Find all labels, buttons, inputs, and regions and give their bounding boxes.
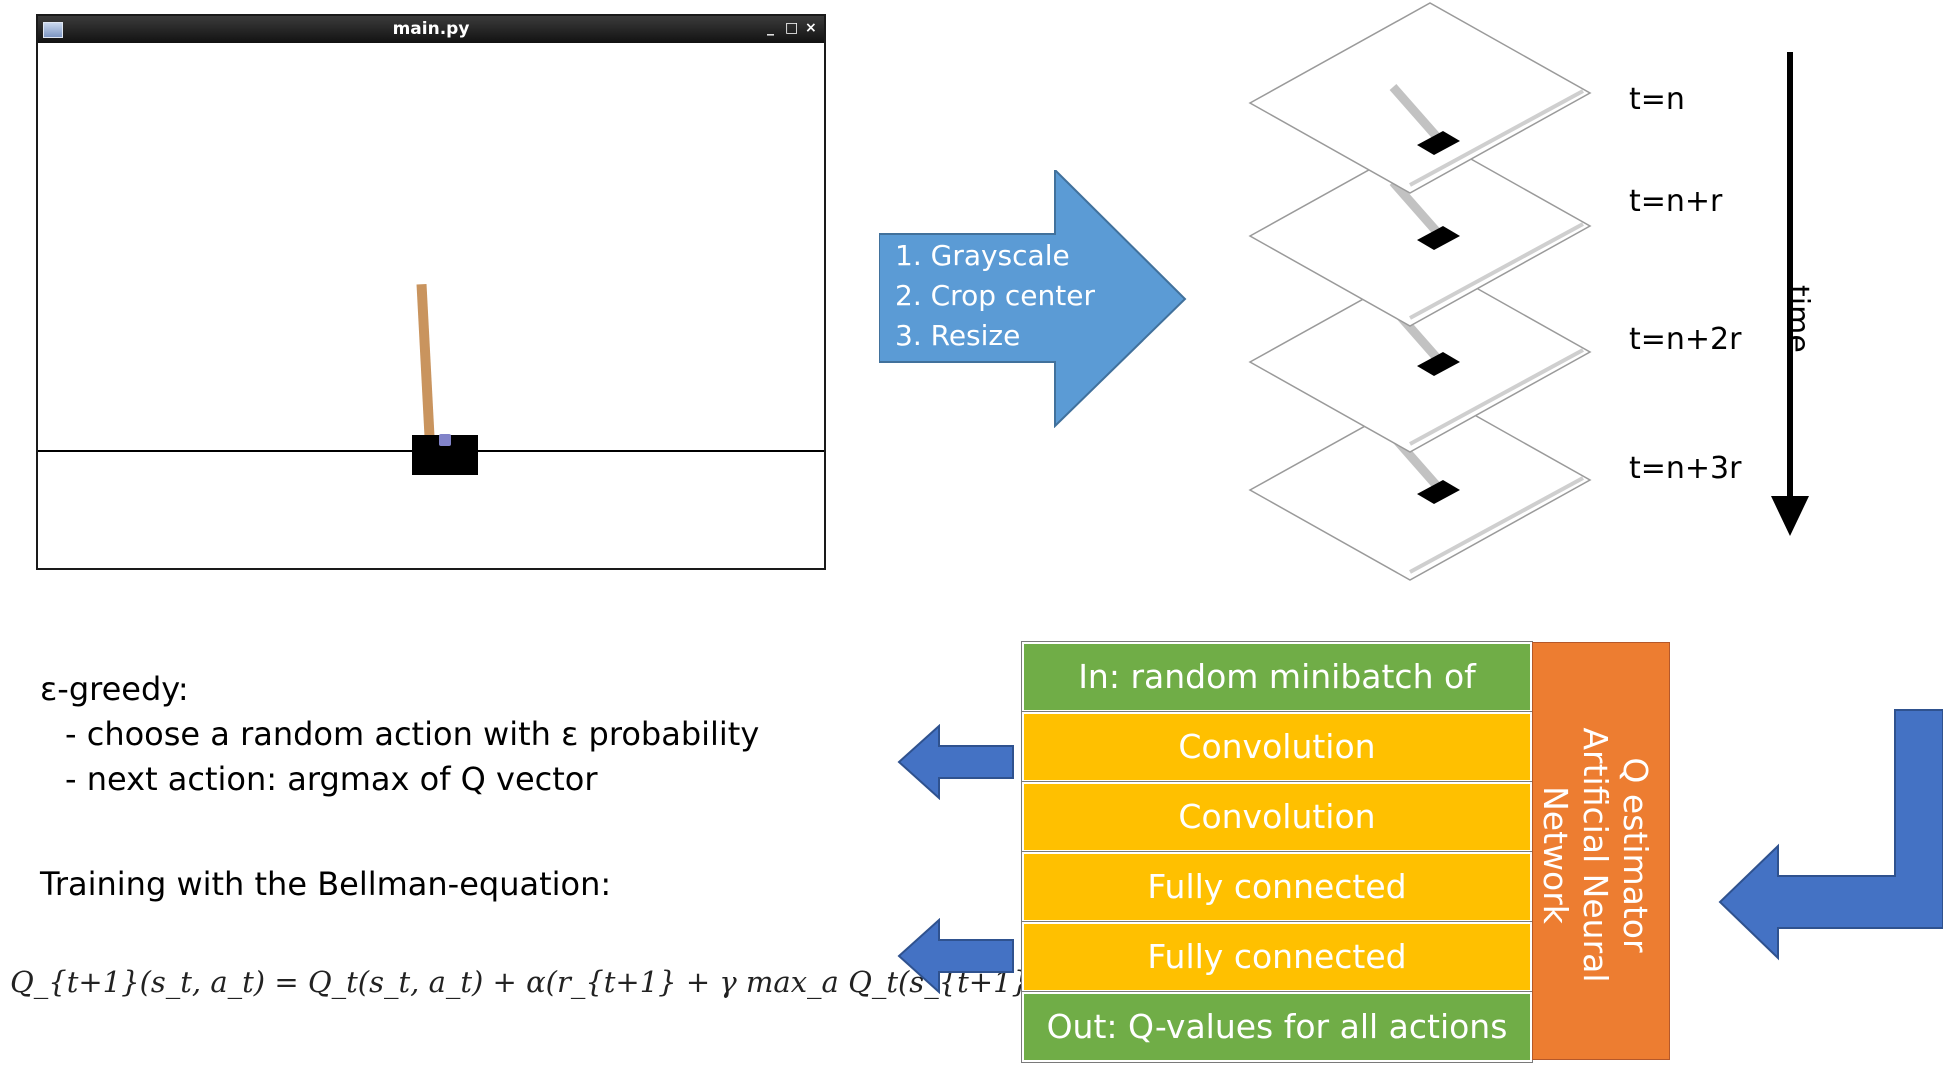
window-titlebar[interactable]: main.py _ □ ×: [38, 16, 824, 43]
close-button[interactable]: ×: [805, 20, 817, 36]
frame-stack: [1248, 2, 1592, 581]
policy-bullet: - next action: argmax of Q vector: [65, 760, 598, 798]
preprocess-step: 2. Crop center: [895, 279, 1095, 312]
preprocess-arrow: [879, 170, 1187, 428]
frame-label: t=n+r: [1629, 184, 1723, 219]
network-layer-fc2: Fully connected: [1021, 921, 1533, 993]
time-arrow: [1771, 52, 1809, 536]
policy-bullet: - choose a random action with ε probabil…: [65, 715, 760, 753]
preprocess-step: 3. Resize: [895, 319, 1021, 352]
network-layer-input: In: random minibatch of states: [1021, 641, 1533, 762]
cartpole-window: main.py _ □ ×: [36, 14, 826, 570]
frame-label: t=n+3r: [1629, 451, 1742, 486]
preprocess-steps: 1. Grayscale 2. Crop center 3. Resize: [895, 236, 1095, 356]
network-layer-output: Out: Q-values for all actions: [1021, 991, 1533, 1063]
network-layer-conv2: Convolution: [1021, 781, 1533, 853]
policy-heading: ε-greedy:: [40, 670, 189, 708]
game-viewport: [38, 43, 824, 568]
left-arrow: [897, 724, 1014, 800]
minimize-button[interactable]: _: [767, 20, 774, 36]
left-arrow: [897, 918, 1014, 994]
time-label: time: [1780, 285, 1815, 353]
frame-1: [1248, 2, 1592, 194]
pole: [416, 283, 435, 447]
network-side-panel: Q estimator Artificial Neural Network: [1532, 642, 1670, 1060]
frame-label: t=n+2r: [1629, 322, 1742, 357]
frame-3: [1248, 261, 1592, 453]
frame-label: t=n: [1629, 82, 1685, 117]
feedback-arrow: [1718, 709, 1943, 961]
network-layer-fc1: Fully connected: [1021, 851, 1533, 923]
pole-axle: [439, 434, 451, 446]
network-side-label: Q estimator Artificial Neural Network: [1536, 727, 1655, 983]
preprocess-step: 1. Grayscale: [895, 239, 1070, 272]
network-layer-conv1: Convolution: [1021, 711, 1533, 783]
app-icon: [43, 22, 63, 38]
maximize-button[interactable]: □: [785, 20, 799, 36]
window-title: main.py: [392, 19, 470, 39]
training-heading: Training with the Bellman-equation:: [40, 865, 612, 903]
